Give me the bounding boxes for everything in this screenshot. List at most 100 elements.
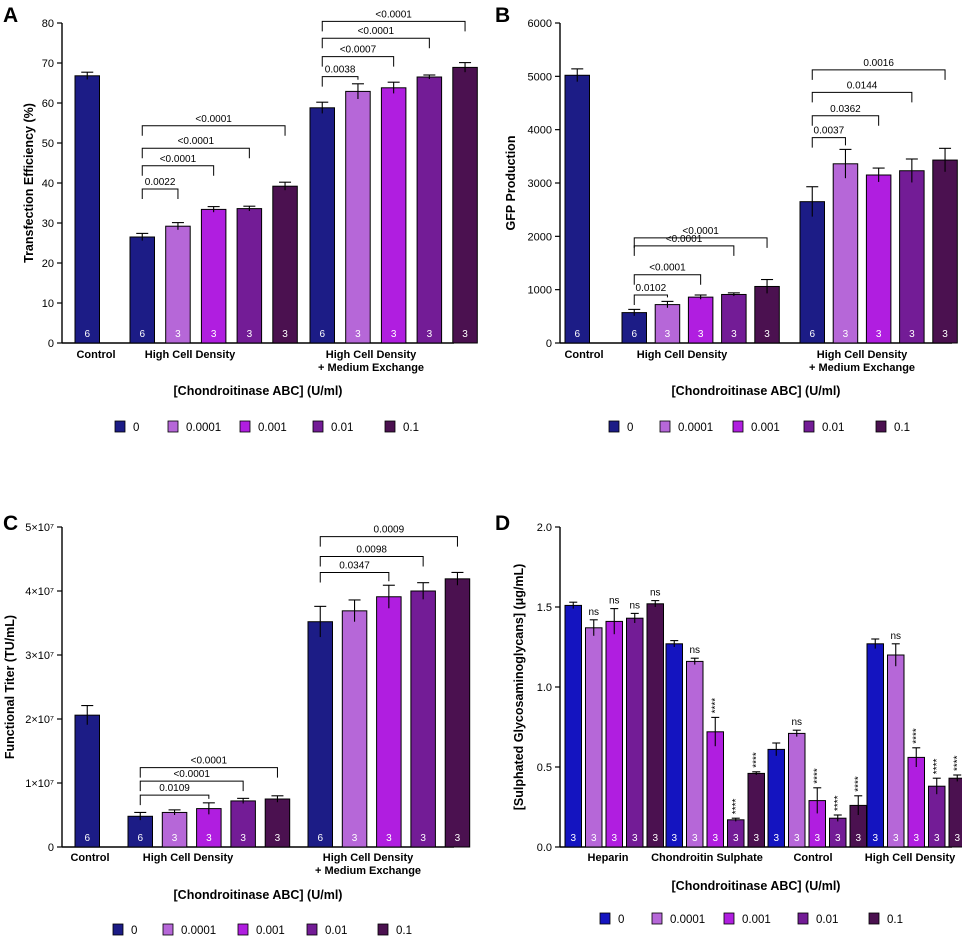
y-tick-label: 1.0 <box>537 682 552 694</box>
bar-n-label: 6 <box>137 833 143 844</box>
panel-d: D 0.0 0.5 1.0 1.5 2.0 [Sulphated Glycosaminogl… <box>495 512 962 926</box>
legend-swatch <box>797 912 809 925</box>
bar <box>932 159 958 344</box>
category-label: High Cell Density <box>326 349 417 361</box>
significance-bracket <box>141 165 215 176</box>
bracket-pvalue: 0.0038 <box>325 65 356 76</box>
legend-label: 0.001 <box>751 422 780 434</box>
bar <box>341 610 368 848</box>
bar-n-label: 3 <box>591 833 597 844</box>
significance-label: **** <box>731 799 742 815</box>
legend-label: 0 <box>133 422 139 434</box>
y-axis-title: Functional Titer (TU/mL) <box>3 615 17 759</box>
bracket-pvalue: 0.0362 <box>830 104 861 115</box>
category-label: + Medium Exchange <box>809 362 915 374</box>
bar-n-label: 3 <box>942 329 948 340</box>
category-label: Control <box>564 349 603 361</box>
bar-n-label: 3 <box>733 833 739 844</box>
bar-n-label: 3 <box>665 329 671 340</box>
y-tick-label: 60 <box>42 98 54 110</box>
bar <box>665 643 683 848</box>
bar <box>264 798 291 848</box>
bar <box>687 296 714 344</box>
bracket-pvalue: <0.0007 <box>340 45 377 56</box>
category-label: + Medium Exchange <box>318 362 424 374</box>
y-tick-label: 3000 <box>528 178 552 190</box>
significance-bracket <box>141 125 286 136</box>
category-label: High Cell Density <box>817 349 908 361</box>
category-label: Control <box>70 852 109 864</box>
bar-n-label: 3 <box>794 833 800 844</box>
bar-n-label: 3 <box>876 329 882 340</box>
bracket-pvalue: <0.0001 <box>375 9 412 20</box>
legend-swatch <box>651 912 663 925</box>
significance-bracket <box>811 137 846 148</box>
y-tick-label: 50 <box>42 138 54 150</box>
bracket-pvalue: <0.0001 <box>358 26 395 37</box>
legend-swatch <box>875 420 887 433</box>
bar-n-label: 3 <box>570 833 576 844</box>
bar-n-label: 3 <box>240 833 246 844</box>
bar <box>230 800 256 848</box>
bar <box>444 578 471 848</box>
significance-label: **** <box>853 776 864 792</box>
legend-swatch <box>732 420 744 433</box>
bar-n-label: 3 <box>764 329 770 340</box>
bracket-pvalue: <0.0001 <box>178 136 215 147</box>
legend-swatch <box>306 923 318 936</box>
bracket-pvalue: <0.0001 <box>160 154 197 165</box>
legend-label: 0 <box>131 925 137 937</box>
bar <box>646 603 664 848</box>
bar <box>706 731 724 848</box>
x-axis-title: [Chondroitinase ABC] (U/ml) <box>672 384 841 398</box>
significance-bracket <box>811 115 880 126</box>
bar <box>127 815 153 848</box>
category-label: High Cell Density <box>637 349 728 361</box>
legend-swatch <box>384 420 396 433</box>
y-axis-title: Transfection Efficiency (%) <box>22 103 36 263</box>
bar-n-label: 3 <box>731 329 737 340</box>
category-label: High Cell Density <box>145 349 236 361</box>
x-axis-title: [Chondroitinase ABC] (U/ml) <box>174 888 343 902</box>
bar-n-label: 6 <box>631 329 637 340</box>
bar-n-label: 6 <box>84 833 90 844</box>
bar <box>887 654 905 848</box>
bar-n-label: 3 <box>611 833 617 844</box>
bar-n-label: 3 <box>391 329 397 340</box>
significance-bracket <box>139 794 210 806</box>
bar-n-label: 6 <box>139 329 145 340</box>
bar-n-label: 3 <box>913 833 919 844</box>
y-tick-label: 40 <box>42 178 54 190</box>
bar-n-label: 3 <box>934 833 940 844</box>
significance-label: ns <box>791 717 802 728</box>
bar <box>564 74 590 344</box>
category-label: High Cell Density <box>143 852 234 864</box>
legend-swatch <box>237 923 249 936</box>
legend-swatch <box>868 912 880 925</box>
bar <box>376 596 402 848</box>
bar-n-label: 3 <box>427 329 433 340</box>
category-label: Chondroitin Sulphate <box>651 852 763 864</box>
bracket-pvalue: <0.0001 <box>666 234 703 245</box>
y-axis-title: [Sulphated Glycosaminoglycans] (μg/mL) <box>512 564 526 811</box>
x-axis-title: [Chondroitinase ABC] (U/ml) <box>174 384 343 398</box>
y-tick-label: 4000 <box>528 125 552 137</box>
bar <box>754 285 780 344</box>
bar-n-label: 3 <box>420 833 426 844</box>
category-label: Control <box>793 852 832 864</box>
legend-swatch <box>803 420 815 433</box>
legend-label: 0.1 <box>894 422 910 434</box>
significance-bracket <box>811 69 946 80</box>
bar <box>626 617 644 848</box>
bracket-pvalue: 0.0016 <box>863 58 894 69</box>
bar <box>309 107 335 344</box>
bar-n-label: 3 <box>632 833 638 844</box>
bar-n-label: 6 <box>319 329 325 340</box>
bar <box>621 312 647 344</box>
significance-label: ns <box>890 631 901 642</box>
y-tick-label: 20 <box>42 258 54 270</box>
bracket-pvalue: 0.0102 <box>636 283 667 294</box>
bar <box>272 185 298 344</box>
significance-label: **** <box>833 795 844 811</box>
